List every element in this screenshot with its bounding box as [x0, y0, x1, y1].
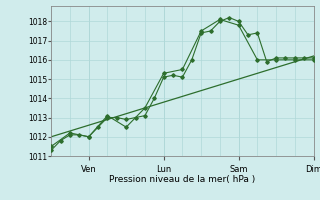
X-axis label: Pression niveau de la mer( hPa ): Pression niveau de la mer( hPa ) [109, 175, 256, 184]
